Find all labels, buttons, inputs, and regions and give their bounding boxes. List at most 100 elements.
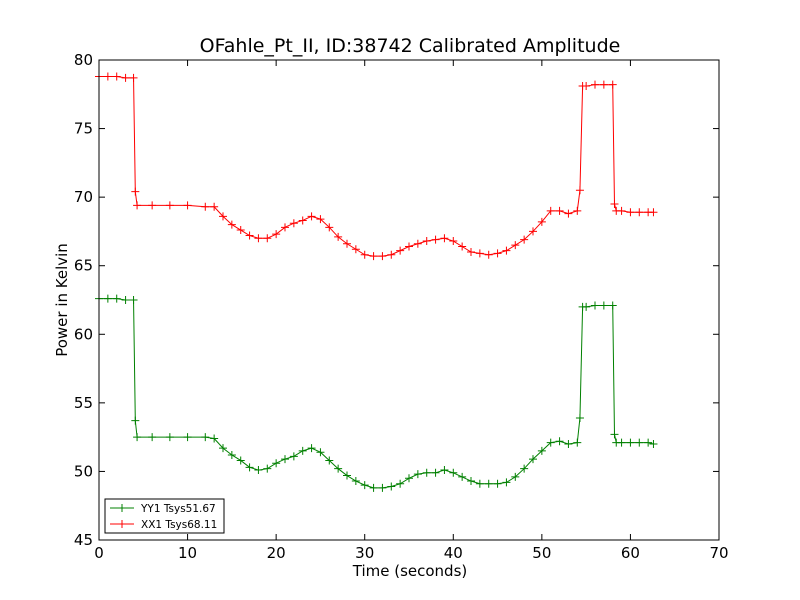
legend-label-xx1: XX1 Tsys68.11 [141,519,217,531]
series-0-point [610,430,619,439]
series-1-point [201,202,210,211]
series-1-point [129,73,138,82]
series-0-point [210,434,219,443]
series-1-point [227,220,236,229]
series-1-point [555,206,564,215]
y-tick-label: 55 [74,394,93,412]
series-1-point [334,232,343,241]
series-0-point [201,433,210,442]
series-0-point [133,433,142,442]
series-0-point [343,471,351,480]
series-1-point [502,246,511,255]
series-0-point [183,433,192,442]
series-1-point [316,215,325,224]
series-1-point [617,206,626,215]
series-0-point [502,478,511,487]
x-axis-label: Time (seconds) [352,562,468,580]
series-0-point [165,433,174,442]
series-0-point [219,444,227,453]
series-0-point [289,452,298,461]
series-0-point [520,464,529,473]
series-1-point [343,239,351,248]
x-tick-label: 40 [444,544,463,562]
series-0-point [449,468,458,477]
series-1-point [405,242,413,251]
plot-layer [95,72,658,492]
series-0-point [148,433,157,442]
series-1-point [183,201,192,210]
series-1-point [520,235,529,244]
series-0-point [599,301,608,310]
x-tick-label: 70 [709,544,728,562]
series-1-point [564,209,573,218]
series-0-point [644,438,653,447]
series-1-point [219,212,227,221]
series-1-point [582,82,591,91]
y-axis-label: Power in Kelvin [53,243,71,357]
series-0-point [440,466,449,475]
series-0-point [458,472,467,481]
series-0-point [245,463,254,472]
series-0-point [334,464,343,473]
series-0-point [360,481,369,490]
x-tick-label: 60 [621,544,640,562]
series-0-point [405,474,413,483]
legend-marker-xx1 [118,520,126,528]
series-0-point [281,455,289,464]
series-0-point [369,483,378,492]
plot-frame [98,59,720,541]
series-0-point [129,296,138,304]
x-tick-label: 10 [178,544,197,562]
series-1-point [378,252,387,261]
series-1-point [121,73,130,82]
y-tick-label: 70 [74,188,93,206]
y-tick-label: 65 [74,257,93,275]
chart-title: OFahle_Pt_II, ID:38742 Calibrated Amplit… [200,35,621,57]
series-1-point [103,72,112,81]
series-0-point [626,438,635,447]
series-0-point [564,440,573,448]
y-tick-label: 80 [74,51,93,69]
series-0-point [307,444,316,453]
series-1-point [281,223,289,232]
series-1-point [475,249,484,258]
y-tick-label: 45 [74,531,93,549]
series-1-point [131,187,140,196]
series-0-point [484,479,493,488]
series-0-point [103,294,112,303]
series-0-point [511,472,520,481]
series-0-point [413,470,422,479]
series-0-point [236,456,245,465]
series-1-point [387,250,396,259]
series-0-point [555,437,564,446]
series-1-point [575,186,584,195]
legend-box [104,498,225,534]
series-1-point [529,227,537,236]
series-0-point [493,479,502,488]
series-0-point [573,438,582,447]
series-1-point [546,206,555,215]
series-1-point [493,249,502,258]
series-1-point [458,242,467,251]
series-1-point [649,208,658,217]
series-0-point [635,438,644,447]
series-0-point [422,468,431,477]
series-1-point [254,234,263,243]
series-1-point [236,226,245,235]
series-1-point [599,80,608,89]
tick-layer: 0 10 20 30 40 50 60 70 45 50 55 60 65 70 75 80 [74,51,729,562]
series-0-point [575,413,584,422]
series-0-point [608,301,617,310]
series-0-point [546,438,555,447]
series-1-point [573,206,582,215]
series-1-point [610,200,619,208]
series-1-point [148,201,157,210]
series-1-point [263,234,272,243]
series-1-point [369,252,378,261]
series-0-point [529,455,537,464]
series-0-point [131,416,140,425]
series-1-point [396,246,405,255]
legend: YY1 Tsys51.67 XX1 Tsys68.11 [104,498,225,534]
series-1-point [210,202,219,211]
